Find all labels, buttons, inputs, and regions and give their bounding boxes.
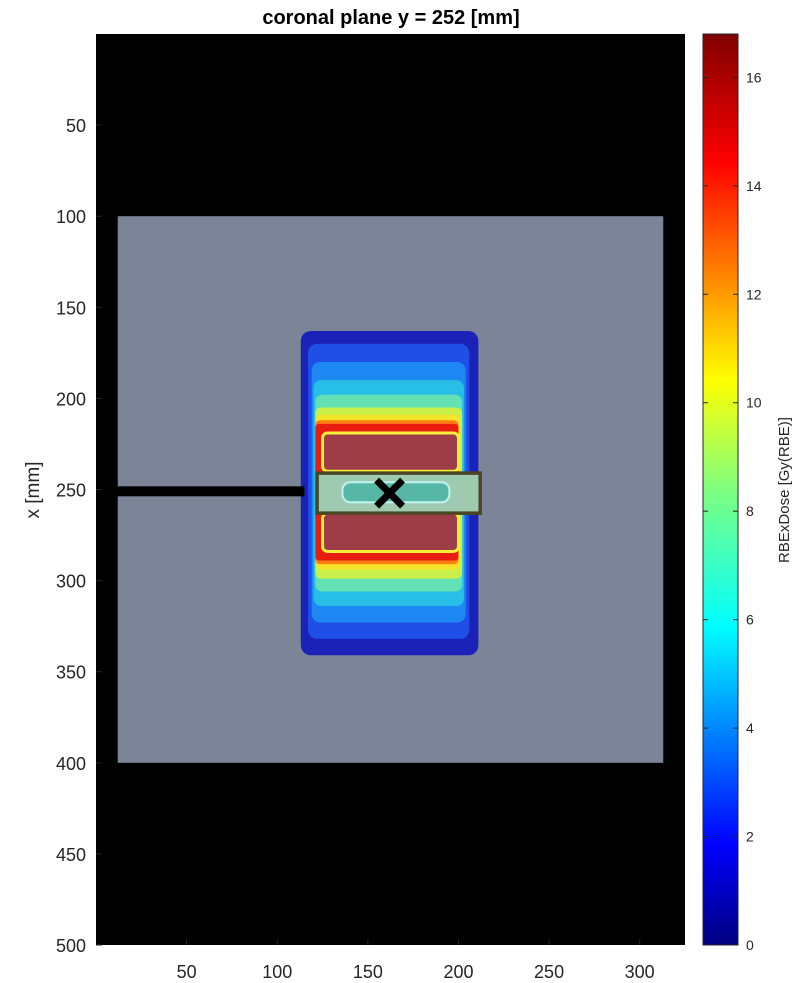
colorbar-tick-label-10: 10 [746,395,762,411]
x-tick-label-250: 250 [534,962,564,982]
colorbar-tick-label-16: 16 [746,69,762,85]
colorbar-tick-label-14: 14 [746,178,762,194]
high-dose-regions [321,431,460,553]
central-gap [315,471,482,515]
isocenter-marker [374,477,406,509]
y-tick-label-450: 450 [56,845,86,865]
colorbar-ticks: 0 2 4 6 8 10 12 14 16 [703,69,762,953]
colorbar-tick-label-4: 4 [746,720,754,736]
y-tick-label-400: 400 [56,754,86,774]
x-tick-label-50: 50 [177,962,197,982]
x-tick-label-200: 200 [443,962,473,982]
colorbar-tick-label-6: 6 [746,612,754,628]
colorbar: 0 2 4 6 8 10 12 14 16 [702,33,762,953]
x-axis-ticks: 50 100 150 200 250 300 [177,939,655,982]
plot-area [96,34,685,945]
y-tick-label-50: 50 [66,116,86,136]
colorbar-tick-label-0: 0 [746,937,754,953]
y-tick-label-350: 350 [56,663,86,683]
colorbar-label: RBExDose [Gy(RBE)] [776,417,793,563]
catheter-line [114,486,305,497]
high-dose-region-2 [321,511,460,553]
x-tick-label-150: 150 [353,962,383,982]
y-tick-label-250: 250 [56,481,86,501]
colorbar-tick-label-2: 2 [746,829,754,845]
colorbar-gradient [702,33,739,946]
colorbar-tick-label-8: 8 [746,503,754,519]
y-tick-label-300: 300 [56,572,86,592]
marker-stroke-2 [374,477,406,509]
x-tick-label-300: 300 [625,962,655,982]
y-tick-label-500: 500 [56,936,86,956]
plot-title: coronal plane y = 252 [mm] [262,7,519,29]
y-tick-label-200: 200 [56,389,86,409]
target-box [315,471,482,515]
high-dose-region-1 [321,431,460,473]
y-tick-label-100: 100 [56,207,86,227]
y-axis-label: x [mm] [23,462,44,519]
y-axis-ticks: 50 100 150 200 250 300 350 400 450 500 [56,116,102,956]
y-tick-label-150: 150 [56,298,86,318]
x-tick-label-100: 100 [262,962,292,982]
colorbar-tick-label-12: 12 [746,286,762,302]
